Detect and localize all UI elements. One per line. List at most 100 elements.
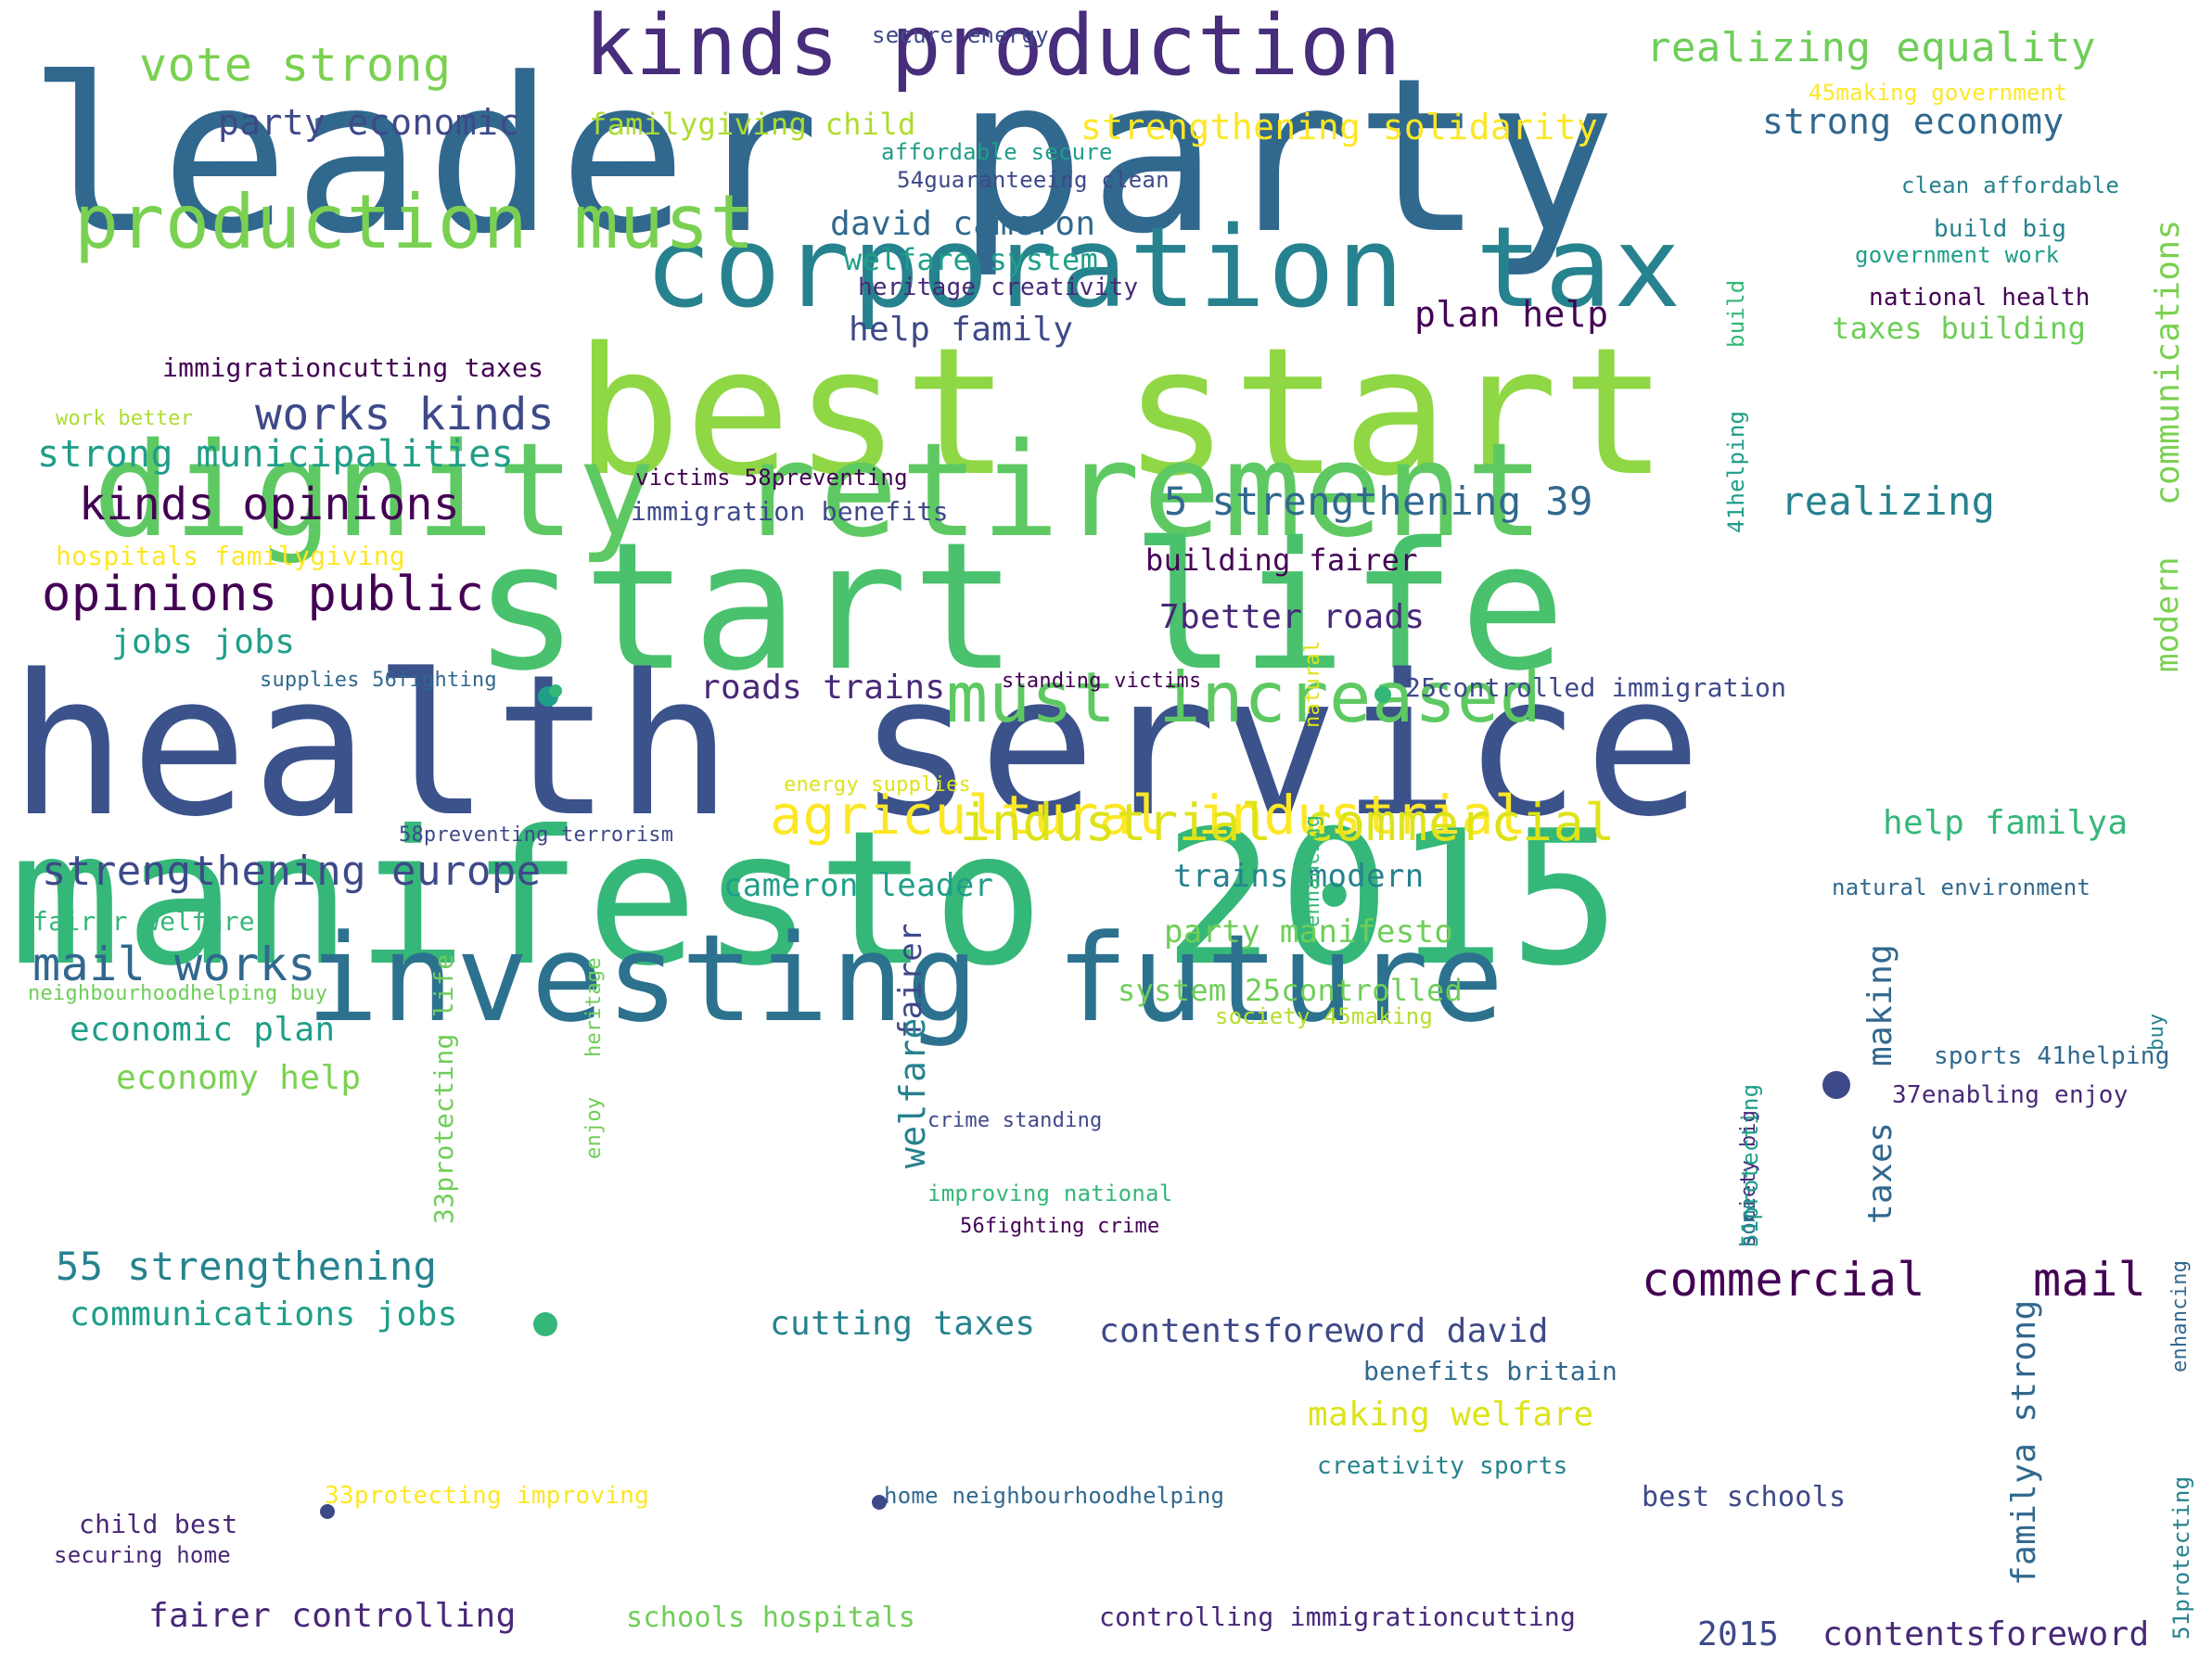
word-10: must increased — [946, 657, 1542, 738]
word-57: natural environment — [1832, 874, 2091, 900]
word-3: dignity retirement — [93, 415, 1547, 567]
word-44: opinions public — [42, 567, 485, 622]
word-100: familya strong — [2005, 1299, 2043, 1586]
word-109: 51protecting — [2168, 1475, 2194, 1640]
word-6: manifesto 2015 — [9, 791, 1625, 1007]
word-67: 37enabling enjoy — [1892, 1081, 2129, 1109]
word-98: making — [1861, 943, 1899, 1066]
word-5: health service — [9, 632, 1706, 860]
word-11: agricultural industrial — [770, 784, 1528, 847]
word-29: national health — [1869, 284, 2091, 312]
word-22: 54guaranteeing clean — [897, 167, 1170, 193]
word-46: jobs jobs — [111, 623, 296, 661]
word-33: immigrationcutting taxes — [162, 352, 544, 383]
word-84: securing home — [54, 1542, 231, 1568]
word-40: 5 strengthening 39 — [1164, 479, 1593, 524]
word-79: creativity sports — [1317, 1452, 1568, 1480]
word-66: economy help — [116, 1059, 362, 1097]
word-86: schools hospitals — [626, 1602, 916, 1634]
word-32: taxes building — [1832, 311, 2087, 346]
word-51: energy supplies — [784, 773, 971, 797]
word-70: 56fighting crime — [960, 1215, 1160, 1238]
word-89: contentsforeword — [1822, 1615, 2150, 1653]
word-52: 58preventing terrorism — [399, 823, 674, 847]
word-107: buy — [2145, 1013, 2168, 1051]
word-102: heritage — [582, 957, 606, 1057]
word-54: strengthening europe — [42, 848, 542, 895]
word-38: kinds opinions — [79, 479, 461, 530]
word-68: crime standing — [927, 1109, 1103, 1132]
word-47: supplies 56fighting — [260, 669, 497, 692]
word-75: cutting taxes — [770, 1305, 1036, 1343]
word-72: commercial — [1642, 1253, 1926, 1307]
word-103: enjoy — [582, 1096, 606, 1159]
word-65: sports 41helping — [1934, 1042, 2170, 1070]
word-35: works kinds — [255, 389, 556, 440]
word-87: controlling immigrationcutting — [1099, 1602, 1577, 1632]
word-8: kinds production — [584, 0, 1402, 95]
word-2: best start — [575, 310, 1671, 515]
decor-dot — [1375, 686, 1391, 703]
word-63: society 45making — [1215, 1003, 1434, 1029]
word-48: roads trains — [700, 669, 946, 707]
word-43: building fairer — [1145, 542, 1418, 578]
word-15: party economic — [218, 102, 520, 143]
word-20: 45making government — [1809, 80, 2068, 106]
word-62: neighbourhoodhelping buy — [28, 982, 328, 1005]
word-9: production must — [74, 179, 756, 265]
word-55: cameron leader — [723, 867, 994, 904]
word-94: natural — [1301, 640, 1324, 728]
word-73: mail — [2033, 1253, 2147, 1307]
word-50: 25controlled immigration — [1405, 672, 1787, 703]
word-97: welfare — [892, 1017, 933, 1168]
decor-dot — [320, 1504, 335, 1519]
word-12: industrial commercial — [960, 793, 1616, 852]
word-30: help family — [849, 311, 1074, 349]
word-95: enhancing — [1301, 814, 1324, 927]
word-49: standing victims — [1002, 670, 1202, 693]
word-28: government work — [1855, 242, 2060, 268]
word-17: strengthening solidarity — [1080, 107, 1599, 147]
word-85: fairer controlling — [148, 1597, 517, 1635]
word-101: 33protecting life — [428, 953, 459, 1224]
word-0: leader party — [28, 33, 1620, 281]
word-99: taxes — [1861, 1121, 1899, 1224]
word-25: welfare system — [844, 242, 1099, 277]
word-91: modern — [2149, 556, 2186, 672]
word-45: 7better roads — [1159, 598, 1426, 636]
word-88: 2015 — [1697, 1615, 1780, 1653]
word-106: home — [1737, 1197, 1760, 1247]
word-78: making welfare — [1308, 1396, 1594, 1434]
word-93: 41helping — [1723, 410, 1749, 533]
word-59: mail works — [32, 938, 317, 991]
word-27: build big — [1934, 215, 2067, 243]
word-36: strong municipalities — [37, 433, 515, 476]
word-83: child best — [79, 1509, 238, 1539]
word-41: realizing — [1781, 479, 1996, 524]
word-61: system 25controlled — [1118, 973, 1464, 1008]
word-58: fairer welfare — [32, 906, 255, 937]
word-31: plan help — [1414, 294, 1609, 335]
word-21: affordable secure — [881, 139, 1113, 165]
word-71: 55 strengthening — [56, 1244, 438, 1289]
word-108: enhancing — [2168, 1259, 2192, 1372]
decor-dot — [1822, 1071, 1850, 1099]
word-4: start life — [473, 504, 1569, 709]
word-18: strong economy — [1762, 101, 2065, 142]
word-76: contentsforeword david — [1099, 1312, 1549, 1350]
word-37: victims 58preventing — [635, 465, 908, 491]
word-53: help familya — [1883, 804, 2129, 842]
word-92: build — [1723, 279, 1749, 348]
word-80: 33protecting improving — [325, 1482, 650, 1510]
decor-dot — [533, 1312, 557, 1336]
word-56: trains modern — [1173, 858, 1425, 895]
word-69: improving national — [927, 1181, 1173, 1206]
word-74: communications jobs — [70, 1295, 458, 1334]
word-13: vote strong — [139, 38, 452, 92]
word-14: realizing equality — [1646, 24, 2096, 71]
word-1: corporation tax — [645, 204, 1683, 333]
word-19: secure energy — [872, 22, 1049, 48]
word-26: heritage creativity — [858, 274, 1139, 301]
decor-dot — [872, 1495, 887, 1510]
